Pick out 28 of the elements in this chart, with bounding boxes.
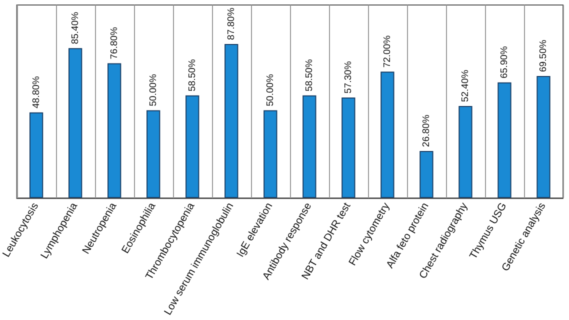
data-label: 48.80% (30, 76, 42, 108)
bar (68, 48, 82, 198)
data-label: 57.30% (342, 60, 354, 94)
data-label: 26.80% (420, 114, 432, 147)
bar (536, 76, 550, 198)
data-label: 72.00% (382, 34, 393, 68)
bar (420, 150, 434, 198)
data-label: 58.50% (304, 58, 315, 92)
bar (146, 110, 160, 198)
data-label: 69.50% (538, 39, 549, 72)
bar (342, 97, 356, 198)
bar (224, 44, 238, 198)
data-label: 87.80% (226, 7, 237, 40)
bar (108, 63, 122, 198)
data-label: 76.80% (108, 26, 120, 60)
bar (302, 95, 316, 198)
data-label: 65.90% (498, 46, 510, 78)
data-label: 50.00% (148, 73, 159, 106)
data-label: 58.50% (186, 58, 198, 92)
bar (264, 110, 278, 198)
data-label: 52.40% (460, 69, 471, 102)
bar (186, 95, 200, 198)
bar (380, 72, 394, 198)
bar (29, 112, 44, 198)
data-label: 50.00% (264, 73, 276, 106)
bar (458, 106, 472, 198)
data-label: 85.40% (70, 11, 81, 44)
bar (498, 82, 512, 198)
